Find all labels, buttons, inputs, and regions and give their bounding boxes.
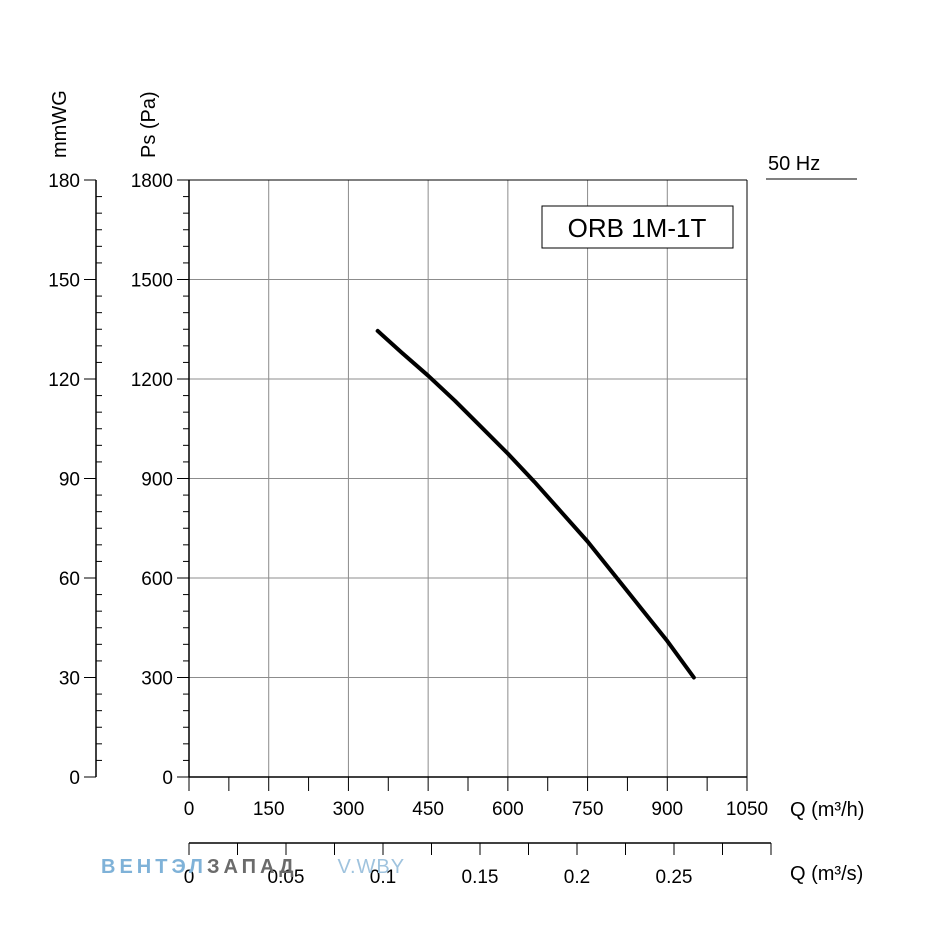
y-axis-label-secondary: mmWG	[49, 90, 71, 158]
x-tick-label: 600	[492, 799, 524, 820]
x-axis-label-secondary: Q (m³/s)	[790, 863, 863, 885]
series-line-orb-1m-1t	[375, 328, 696, 680]
x-tick-label: 900	[651, 799, 683, 820]
y-tick-label: 900	[141, 470, 173, 491]
watermark-part-2: ЗАПАД	[206, 856, 298, 878]
y-tick-label: 300	[141, 669, 173, 690]
x2-tick-label: 0.05	[268, 867, 305, 888]
y-tick-label: 0	[162, 768, 173, 789]
y2-tick-label: 180	[48, 171, 80, 192]
x-axis-label-primary: Q (m³/h)	[790, 799, 864, 821]
y2-tick-label: 90	[59, 470, 80, 491]
y-tick-label: 1200	[131, 370, 173, 391]
x-tick-label: 750	[572, 799, 604, 820]
y2-tick-label: 60	[59, 569, 80, 590]
watermark: ВЕНТЭЛЗАПАД V.WBY	[101, 856, 405, 879]
model-label: ORB 1M-1T	[568, 213, 707, 243]
series-group	[375, 328, 696, 680]
y-tick-label: 1800	[131, 171, 173, 192]
y-axis-label-primary: Ps (Pa)	[138, 91, 160, 158]
x2-tick-label: 0.2	[564, 867, 590, 888]
frequency-label: 50 Hz	[768, 153, 820, 175]
x2-tick-label: 0	[184, 867, 195, 888]
x2-tick-label: 0.15	[462, 867, 499, 888]
watermark-part-1: ВЕНТЭЛ	[101, 856, 207, 878]
y2-tick-label: 150	[48, 271, 80, 292]
x-tick-label: 150	[253, 799, 285, 820]
y-tick-label: 600	[141, 569, 173, 590]
y-tick-label: 1500	[131, 271, 173, 292]
x2-tick-label: 0.25	[656, 867, 693, 888]
tick-marks	[84, 179, 772, 855]
y2-tick-label: 30	[59, 669, 80, 690]
y2-tick-label: 0	[69, 768, 80, 789]
x-tick-label: 450	[412, 799, 444, 820]
x-tick-label: 0	[184, 799, 195, 820]
y2-tick-label: 120	[48, 370, 80, 391]
watermark-part-3: V.WBY	[337, 856, 406, 878]
x2-tick-label: 0.1	[370, 867, 396, 888]
model-label-box	[541, 205, 734, 249]
grid-lines	[189, 180, 747, 777]
x-tick-label: 1050	[726, 799, 768, 820]
x-tick-label: 300	[333, 799, 365, 820]
